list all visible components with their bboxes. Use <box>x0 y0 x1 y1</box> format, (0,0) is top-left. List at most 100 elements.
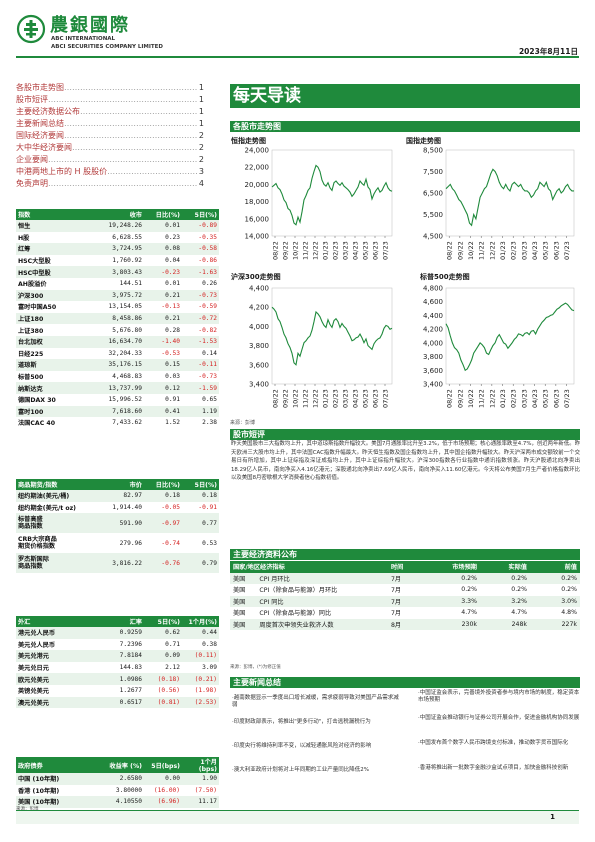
row-label: 纽约期油(美元/桶) <box>16 490 94 502</box>
cell-value: 0.12 <box>144 382 182 394</box>
eco-indicator: CPI（除食品与能源）同比 <box>259 610 332 618</box>
table-row: 美国 (10年期) 4.10550 (6.96) 11.17 <box>16 796 219 808</box>
cell-value: 7月 <box>391 587 402 595</box>
toc-item-page: 1 <box>196 82 204 93</box>
column-header: 1个月(%) <box>182 616 219 627</box>
x-tick-label: 06/23 <box>552 241 560 260</box>
eco-indicator-cell: 美国 CPI 同比 <box>230 595 388 607</box>
toc-item[interactable]: 企业要闻……………………………………………………………2 <box>16 154 204 165</box>
toc-item[interactable]: 各股市走势图……………………………………………………………1 <box>16 82 204 93</box>
cell-value: 0.28 <box>165 326 180 334</box>
series-line <box>445 302 575 372</box>
chart-title-sp500: 标普500走势图 <box>420 273 470 281</box>
cell-value: -0.91 <box>198 503 217 511</box>
toc-item[interactable]: 主要新闻总结……………………………………………………………1 <box>16 118 204 129</box>
toc-item-page: 2 <box>196 130 204 141</box>
cell-value: 0.2% <box>428 572 480 584</box>
cell-value: 3.3% <box>428 595 480 607</box>
eco-indicator: 周度首次申领失业救济人数 <box>259 621 334 629</box>
cell-value: 3.80000 <box>115 786 142 794</box>
cell-value: 2.12 <box>165 664 180 672</box>
toc-item[interactable]: 主要经济数据公布……………………………………………………………1 <box>16 106 204 117</box>
cell-value: 227k <box>530 618 580 630</box>
row-label: HSC大型股 <box>18 258 51 266</box>
row-label: 香港 (10年期) <box>18 787 60 795</box>
toc-item[interactable]: 中港两地上市的 H 股股价……………………………………………………………3 <box>16 166 204 177</box>
table-row: 澳元兑美元 0.6517 (0.81) (2.53) <box>16 696 219 709</box>
cell-value: 1.0986 <box>94 673 144 685</box>
table-row: 标普500 4,468.83 0.03 -0.73 <box>16 371 219 383</box>
x-tick-label: 08/22 <box>446 241 454 260</box>
row-label: 日经225 <box>18 350 44 358</box>
cell-value: -0.86 <box>198 257 217 265</box>
table-header-row: 外汇 汇率 5日(%) 1个月(%) <box>16 616 219 627</box>
y-tick-label: 5,500 <box>423 211 443 219</box>
cell-value: 0.03 <box>165 373 180 381</box>
column-header: 汇率 <box>94 616 144 627</box>
toc-leader-dots: …………………………………………………………… <box>48 95 204 104</box>
table-row: 沪深300 3,975.72 0.21 -0.73 <box>16 289 219 302</box>
toc-item-label: 主要经济数据公布 <box>16 107 80 116</box>
cell-value: (0.56) <box>157 687 180 695</box>
eco-indicator: CPI 同比 <box>259 598 284 606</box>
commentary-title: 股市短评 <box>230 429 580 440</box>
report-date: 2023年8月11日 <box>518 47 578 56</box>
cell-value: 0.53 <box>202 539 217 547</box>
cell-value: 0.65 <box>202 396 217 404</box>
logo-cn: 農銀國際 <box>50 15 130 36</box>
toc-item[interactable]: 国际经济要闻……………………………………………………………2 <box>16 130 204 141</box>
cell-value: 0.91 <box>165 396 180 404</box>
x-tick-label: 03/23 <box>520 241 528 260</box>
cell-value: -0.59 <box>198 303 217 311</box>
header-rule <box>16 56 579 58</box>
eco-indicator: CPI 月环比 <box>259 575 290 583</box>
toc-item[interactable]: 免责声明……………………………………………………………4 <box>16 178 204 189</box>
x-tick-label: 09/22 <box>456 241 464 260</box>
column-header: 国家/地区经济指标 <box>230 561 388 573</box>
x-tick-label: 03/23 <box>342 389 350 408</box>
y-tick-label: 4,600 <box>423 298 443 306</box>
cell-value: 0.23 <box>165 233 180 241</box>
cell-value: (1.98) <box>194 687 217 695</box>
commodity-table: 商品期货/指数 市价 日比(%) 5日(%) 纽约期油(美元/桶) 82.97 0.18 0.… <box>16 479 219 574</box>
eco-source: 来源：彭博，(*)为修正值 <box>230 665 281 670</box>
cell-value: -0.35 <box>198 233 217 241</box>
column-header: 5日(%) <box>182 209 219 220</box>
table-row: 恒生 19,248.26 0.01 -0.89 <box>16 220 219 232</box>
toc-leader-dots: …………………………………………………………… <box>107 167 204 176</box>
cell-value: -0.73 <box>182 289 219 302</box>
cell-value: -0.23 <box>144 266 182 278</box>
toc-item-page: 2 <box>196 142 204 153</box>
cell-value: 3.2% <box>480 595 530 607</box>
row-label: 道琼斯 <box>16 359 94 371</box>
cell-value: 1,914.40 <box>112 503 142 511</box>
eco-country: 美国 <box>233 598 246 606</box>
eco-indicator-cell: 美国 周度首次申领失业救济人数 <box>230 618 388 630</box>
table-row: H股 6,628.55 0.23 -0.35 <box>16 232 219 244</box>
table-row: 富时100 7,618.60 0.41 1.19 <box>16 405 219 418</box>
cell-value: 1.90 <box>182 773 219 785</box>
y-tick-label: 8,500 <box>423 147 443 155</box>
eco-country: 美国 <box>233 610 246 618</box>
y-tick-label: 3,600 <box>249 361 269 369</box>
toc-leader-dots: …………………………………………………………… <box>64 83 204 92</box>
table-row: 德国DAX 30 15,996.52 0.91 0.65 <box>16 394 219 406</box>
cell-value: 16,634.70 <box>94 335 144 348</box>
row-label: 英镑兑美元 <box>18 688 49 696</box>
table-row: 美国 CPI（除食品与能源）同比 7月 4.7% 4.7% 4.8% <box>230 607 580 619</box>
row-label: 标普高盛 商品指数 <box>16 513 94 534</box>
abc-logo-icon <box>16 14 46 44</box>
cell-value: 0.79 <box>182 553 219 574</box>
y-tick-label: 14,000 <box>245 233 270 241</box>
news-item: ·澳大利亚政府计划将对上年同期的工业产量同比降低2% <box>232 767 369 773</box>
toc-item[interactable]: 大中华经济要闻……………………………………………………………2 <box>16 142 204 153</box>
x-tick-label: 05/23 <box>362 241 370 260</box>
toc-item[interactable]: 股市短评……………………………………………………………1 <box>16 94 204 105</box>
x-tick-label: 08/22 <box>446 389 454 408</box>
cell-value: 7,433.62 <box>112 419 142 427</box>
toc-leader-dots: …………………………………………………………… <box>48 179 204 188</box>
x-tick-label: 01/23 <box>322 389 330 408</box>
cell-value: -0.73 <box>198 373 217 381</box>
toc-item-label: 大中华经济要闻 <box>16 143 72 152</box>
toc-item-page: 2 <box>196 154 204 165</box>
